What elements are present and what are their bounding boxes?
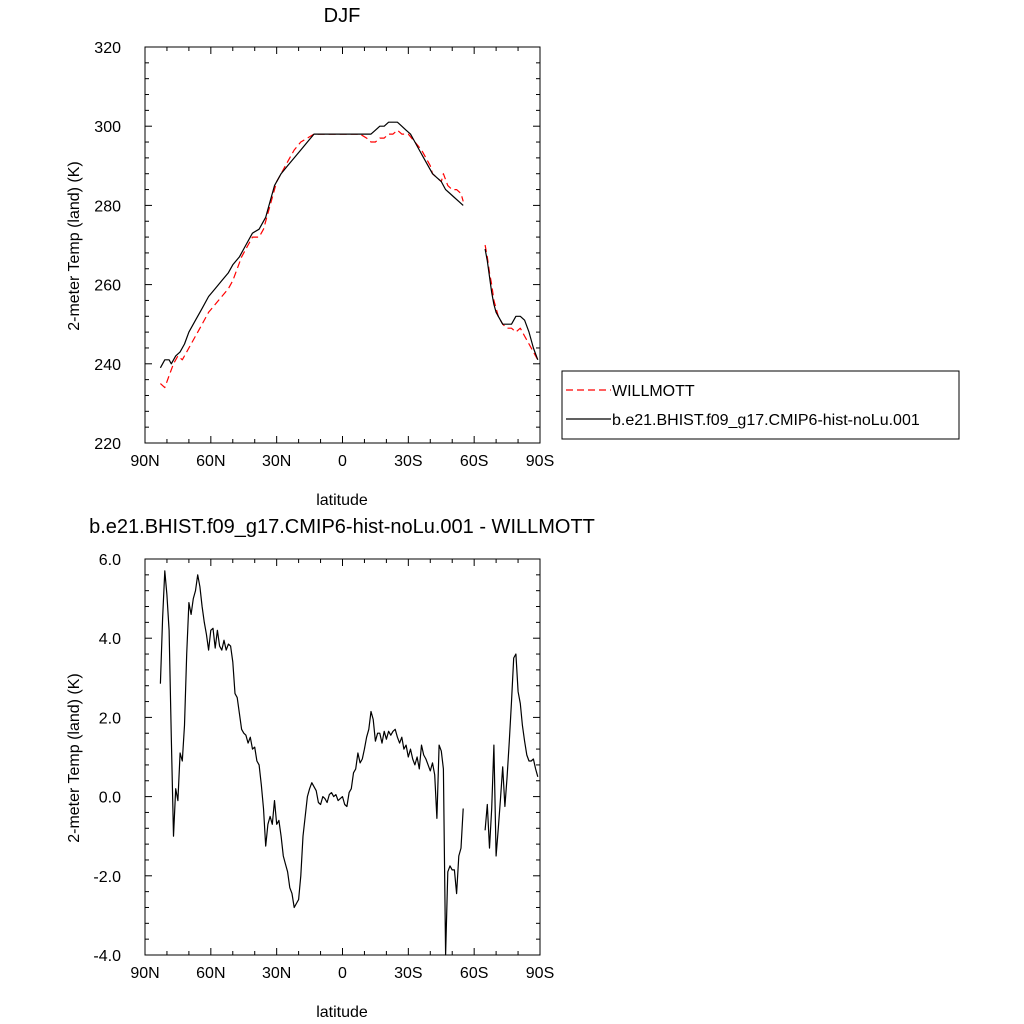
y-tick-label: -4.0: [93, 948, 121, 965]
x-tick-label: 90S: [526, 965, 554, 982]
chart-title: DJF: [324, 5, 361, 27]
axis-ticks: [144, 558, 541, 956]
x-tick-labels: 90N 60N 30N 0 30S 60S 90S: [130, 453, 554, 470]
y-axis-label: 2-meter Temp (land) (K): [66, 161, 83, 331]
series-line-0: [159, 129, 464, 389]
legend-label-willmott: WILLMOTT: [612, 383, 695, 400]
legend-label-model: b.e21.BHIST.f09_g17.CMIP6-hist-noLu.001: [612, 412, 920, 429]
series-line-1: [484, 248, 539, 361]
x-tick-label: 60N: [196, 453, 225, 470]
x-tick-label: 90S: [526, 453, 554, 470]
x-tick-label: 60S: [460, 453, 488, 470]
x-tick-label: 60N: [196, 965, 225, 982]
plot-frame: [144, 558, 541, 956]
x-tick-label: 0: [338, 453, 347, 470]
y-tick-label: 2.0: [99, 710, 121, 727]
x-tick-labels: 90N 60N 30N 0 30S 60S 90S: [130, 965, 554, 982]
y-tick-label: -2.0: [93, 869, 121, 886]
x-tick-label: 90N: [130, 453, 159, 470]
x-axis-label: latitude: [316, 492, 368, 509]
y-tick-labels: 220 240 260 280 300 320: [94, 40, 121, 453]
series-lines: [159, 121, 539, 389]
series-line-1: [159, 121, 464, 369]
x-tick-label: 30N: [262, 965, 291, 982]
difference-panel: b.e21.BHIST.f09_g17.CMIP6-hist-noLu.001 …: [66, 516, 595, 1021]
axis-ticks: [144, 46, 541, 444]
series-line-0: [484, 244, 539, 361]
y-tick-label: 0.0: [99, 790, 121, 807]
y-tick-label: 6.0: [99, 552, 121, 569]
y-tick-label: 220: [94, 436, 121, 453]
y-tick-label: 300: [94, 119, 121, 136]
y-tick-label: 260: [94, 278, 121, 295]
x-tick-label: 90N: [130, 965, 159, 982]
x-tick-label: 30S: [394, 965, 422, 982]
y-tick-label: 280: [94, 198, 121, 215]
x-tick-label: 30N: [262, 453, 291, 470]
plot-frame: [144, 46, 541, 444]
series-line-0: [159, 570, 464, 956]
legend-box: [561, 370, 960, 440]
temperature-panel: DJF latitude 2-meter Temp (land) (K) 90N…: [66, 5, 960, 509]
y-axis-label: 2-meter Temp (land) (K): [66, 673, 83, 843]
series-lines: [159, 570, 539, 956]
y-tick-label: 4.0: [99, 631, 121, 648]
y-tick-label: 240: [94, 357, 121, 374]
x-tick-label: 0: [338, 965, 347, 982]
x-axis-label: latitude: [316, 1004, 368, 1021]
x-tick-label: 30S: [394, 453, 422, 470]
y-tick-labels: -4.0 -2.0 0.0 2.0 4.0 6.0: [93, 552, 121, 965]
chart-title: b.e21.BHIST.f09_g17.CMIP6-hist-noLu.001 …: [89, 516, 595, 538]
series-line-0: [484, 653, 539, 857]
legend: WILLMOTT b.e21.BHIST.f09_g17.CMIP6-hist-…: [561, 370, 960, 440]
y-tick-label: 320: [94, 40, 121, 57]
x-tick-label: 60S: [460, 965, 488, 982]
